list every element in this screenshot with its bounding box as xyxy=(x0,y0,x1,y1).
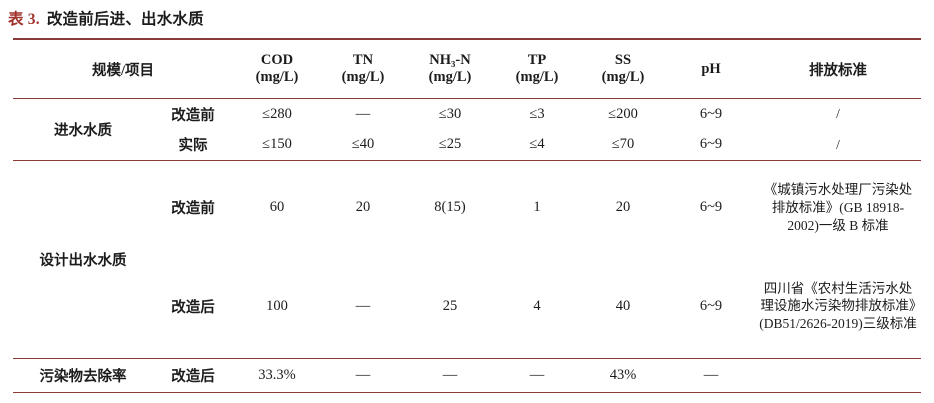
value-cell-cod: 100 xyxy=(266,297,288,314)
group-cell-design-effluent: 设计出水水质 xyxy=(39,253,127,269)
header-ph: pH xyxy=(667,39,755,99)
header-row: 规模/项目 COD (mg/L) TN (mg/L) NH₃-N (mg/L) … xyxy=(13,39,921,99)
header-tp-unit: (mg/L) xyxy=(515,69,559,85)
table-row: 设计出水水质 改造前 60 20 8(15) 1 20 6~9 《城镇污水处理厂… xyxy=(13,161,921,269)
value-cell-tp: ≤4 xyxy=(529,136,545,153)
standard-cell: / xyxy=(836,136,840,152)
standard-cell: 《城镇污水处理厂污染处排放标准》(GB 18918-2002)一级 B 标准 xyxy=(763,182,913,233)
table-row: 污染物去除率 改造后 33.3% — — — 43% — xyxy=(13,359,921,393)
value-cell-tp: — xyxy=(529,367,545,383)
value-cell-tp: 4 xyxy=(533,297,541,314)
header-cod: COD (mg/L) xyxy=(233,39,321,99)
value-cell-nh3n: 8(15) xyxy=(434,199,466,216)
table-caption-number: 表 3. xyxy=(8,11,40,28)
header-tn-unit: (mg/L) xyxy=(341,69,385,85)
header-ss: SS (mg/L) xyxy=(579,39,667,99)
header-cod-label: COD xyxy=(260,52,294,68)
value-cell-ph: 6~9 xyxy=(699,105,723,122)
value-cell-ph: 6~9 xyxy=(699,199,723,216)
value-cell-tn: — xyxy=(355,367,371,383)
header-cod-unit: (mg/L) xyxy=(255,69,299,85)
value-cell-cod: ≤280 xyxy=(262,105,292,122)
value-cell-ss: ≤70 xyxy=(611,136,635,153)
value-cell-cod: ≤150 xyxy=(262,136,292,153)
group-cell-influent: 进水水质 xyxy=(54,123,112,139)
header-ph-label: pH xyxy=(701,60,721,77)
header-standard: 排放标准 xyxy=(755,39,921,99)
value-cell-nh3n: 25 xyxy=(442,297,458,314)
phase-cell: 实际 xyxy=(178,138,208,155)
value-cell-cod: 33.3% xyxy=(258,367,296,383)
value-cell-tn: 20 xyxy=(355,199,371,216)
phase-cell: 改造后 xyxy=(171,369,215,385)
standard-cell: 四川省《农村生活污水处理设施水污染物排放标准》(DB51/2626-2019)三… xyxy=(759,280,917,332)
header-ss-label: SS xyxy=(614,52,632,68)
header-standard-label: 排放标准 xyxy=(809,62,867,79)
header-ss-unit: (mg/L) xyxy=(601,69,645,85)
value-cell-ph: 6~9 xyxy=(699,297,723,314)
value-cell-nh3n: — xyxy=(442,367,458,383)
table-row: 改造后 100 — 25 4 40 6~9 四川省《农村生活污水处理设施水污染物… xyxy=(13,255,921,359)
header-nh3n-label: NH₃-N xyxy=(429,52,471,68)
header-tn-label: TN xyxy=(352,52,374,68)
value-cell-ph: — xyxy=(703,367,719,383)
value-cell-tn: — xyxy=(355,105,371,122)
header-tn: TN (mg/L) xyxy=(321,39,405,99)
value-cell-tp: 1 xyxy=(533,199,541,216)
value-cell-tn: — xyxy=(355,297,371,314)
value-cell-ss: 43% xyxy=(609,367,637,383)
table-row: 进水水质 改造前 ≤280 — ≤30 ≤3 ≤200 6~9 / xyxy=(13,99,921,139)
header-nh3n-unit: (mg/L) xyxy=(428,69,472,85)
header-scale-project: 规模/项目 xyxy=(91,62,155,79)
phase-cell: 改造后 xyxy=(171,299,215,316)
value-cell-ss: ≤200 xyxy=(608,105,638,122)
table-body: 进水水质 改造前 ≤280 — ≤30 ≤3 ≤200 6~9 / 实际 ≤15… xyxy=(13,99,921,393)
phase-cell: 改造前 xyxy=(171,201,215,218)
value-cell-ph: 6~9 xyxy=(699,136,723,153)
table-caption-text: 改造前后进、出水水质 xyxy=(46,11,204,28)
group-cell-removal-rate: 污染物去除率 xyxy=(39,369,127,385)
header-tp-label: TP xyxy=(527,52,547,68)
phase-cell: 改造前 xyxy=(171,107,215,124)
water-quality-table: 规模/项目 COD (mg/L) TN (mg/L) NH₃-N (mg/L) … xyxy=(13,38,921,393)
value-cell-cod: 60 xyxy=(269,199,285,216)
table-header: 规模/项目 COD (mg/L) TN (mg/L) NH₃-N (mg/L) … xyxy=(13,39,921,99)
header-nh3n: NH₃-N (mg/L) xyxy=(405,39,495,99)
value-cell-ss: 40 xyxy=(615,297,631,314)
standard-cell xyxy=(755,359,921,393)
table-row: 实际 ≤150 ≤40 ≤25 ≤4 ≤70 6~9 / xyxy=(13,130,921,161)
value-cell-tp: ≤3 xyxy=(529,105,545,122)
value-cell-nh3n: ≤25 xyxy=(438,136,462,153)
value-cell-nh3n: ≤30 xyxy=(438,105,462,122)
table-caption: 表 3. 改造前后进、出水水质 xyxy=(0,0,934,29)
standard-cell: / xyxy=(836,106,840,122)
header-tp: TP (mg/L) xyxy=(495,39,579,99)
value-cell-ss: 20 xyxy=(615,199,631,216)
value-cell-tn: ≤40 xyxy=(351,136,375,153)
